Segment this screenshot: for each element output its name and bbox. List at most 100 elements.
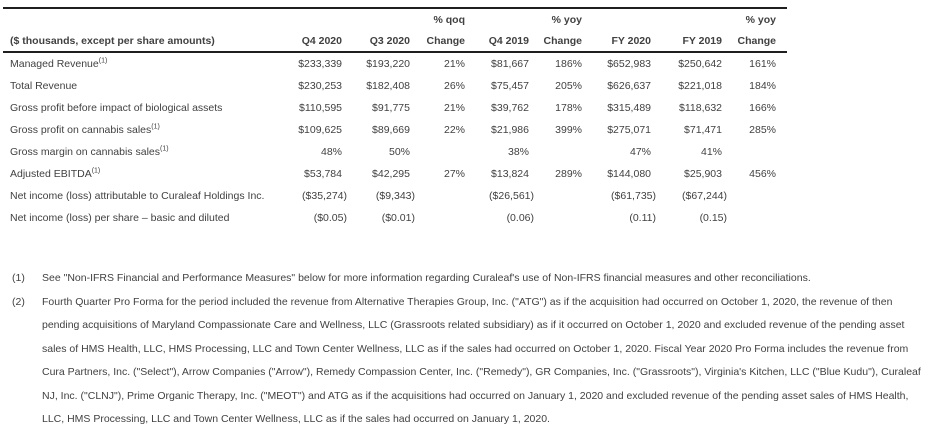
cell-value: $71,471 <box>684 124 722 136</box>
row-label-text: Total Revenue <box>10 80 78 92</box>
cell-value: ($0.05) <box>313 212 347 224</box>
footnote-text-line: See "Non-IFRS Financial and Performance … <box>42 272 811 284</box>
cell-value: 21% <box>443 58 465 70</box>
cell-value: $39,762 <box>491 102 529 114</box>
footnote-1: (1) See "Non-IFRS Financial and Performa… <box>0 267 950 291</box>
cell-value: $89,669 <box>372 124 410 136</box>
table-row-adjusted-ebitda: Adjusted EBITDA(1) $53,784 $42,295 27% $… <box>3 163 787 185</box>
header-q3-2020: Q3 2020 <box>347 30 415 53</box>
footnote-ref: (1) <box>160 145 169 153</box>
row-label: Gross profit on cannabis sales(1) <box>3 119 275 141</box>
cell-value: $53,784 <box>304 168 342 180</box>
footnote-text-line: Cura Partners, Inc. ("Select"), Arrow Co… <box>42 366 921 378</box>
cell-value: 22% <box>443 124 465 136</box>
header-spacer <box>347 8 415 30</box>
table-row-managed-revenue: Managed Revenue(1) $233,339 $193,220 21%… <box>3 52 787 75</box>
header-fy-2020: FY 2020 <box>587 30 656 53</box>
row-label: Managed Revenue(1) <box>3 52 275 75</box>
row-label-text: Net income (loss) per share – basic and … <box>10 212 230 224</box>
cell-value: 21% <box>443 102 465 114</box>
header-spacer <box>3 8 275 30</box>
header-spacer <box>470 8 534 30</box>
cell-value: $315,489 <box>607 102 651 114</box>
cell-value: $110,595 <box>298 102 342 114</box>
row-label-text: Gross profit before impact of biological… <box>10 102 223 114</box>
cell-value: ($61,735) <box>611 190 656 202</box>
footnote-1-marker: (1) <box>12 272 25 284</box>
cell-value: 456% <box>749 168 776 180</box>
cell-value: ($67,244) <box>682 190 727 202</box>
cell-value: ($35,274) <box>302 190 347 202</box>
cell-value: 26% <box>443 80 465 92</box>
header-yoy-change: Change <box>534 30 587 53</box>
cell-value <box>415 141 470 163</box>
table-row-gross-profit-cannabis: Gross profit on cannabis sales(1) $109,6… <box>3 119 787 141</box>
cell-value: ($9,343) <box>375 190 415 202</box>
table-header-bottom-row: ($ thousands, except per share amounts) … <box>3 30 787 53</box>
cell-value: 48% <box>320 146 342 158</box>
header-fy-2019: FY 2019 <box>656 30 727 53</box>
footnote-ref: (1) <box>98 57 108 65</box>
header-spacer <box>656 8 727 30</box>
cell-value: 399% <box>555 124 582 136</box>
cell-value: $21,986 <box>491 124 529 136</box>
cell-value: (0.11) <box>629 212 656 224</box>
cell-value: 50% <box>388 146 410 158</box>
cell-value: 289% <box>555 168 582 180</box>
row-label: Adjusted EBITDA(1) <box>3 163 275 185</box>
cell-value: $250,642 <box>678 58 722 70</box>
footnote-text-line: sales of HMS Health, LLC, HMS Processing… <box>42 342 909 355</box>
cell-value: $109,625 <box>298 124 342 136</box>
cell-value: 38% <box>507 146 529 158</box>
row-label: Total Revenue <box>3 75 275 97</box>
row-label: Gross profit before impact of biological… <box>3 97 275 119</box>
table-row-net-income-per-share: Net income (loss) per share – basic and … <box>3 207 787 229</box>
financial-highlights-table: % qoq % yoy % yoy ($ thousands, except p… <box>3 7 787 229</box>
row-label-text: Gross margin on cannabis sales <box>10 146 160 158</box>
cell-value: (0.15) <box>699 212 727 224</box>
cell-value <box>727 141 787 163</box>
row-label: Gross margin on cannabis sales(1) <box>3 141 275 163</box>
cell-value: 166% <box>749 102 776 114</box>
cell-value: $193,220 <box>366 58 410 70</box>
row-label: Net income (loss) per share – basic and … <box>3 207 275 229</box>
row-label: Net income (loss) attributable to Curale… <box>3 185 275 207</box>
cell-value <box>415 207 470 229</box>
header-spacer <box>587 8 656 30</box>
table-body: Managed Revenue(1) $233,339 $193,220 21%… <box>3 52 787 229</box>
header-yoy-fy-label: % yoy <box>745 13 776 26</box>
header-unit-label: ($ thousands, except per share amounts) <box>3 30 275 53</box>
footnote-text-line: LLC, HMS Processing, LLC and Town Center… <box>42 413 550 425</box>
cell-value: $13,824 <box>491 168 529 180</box>
cell-value: 161% <box>749 58 776 70</box>
cell-value <box>534 207 587 229</box>
cell-value <box>534 141 587 163</box>
cell-value: $626,637 <box>607 80 651 92</box>
header-q4-2019: Q4 2019 <box>470 30 534 53</box>
row-label-text: Gross profit on cannabis sales <box>10 124 152 136</box>
header-spacer <box>275 8 347 30</box>
cell-value: $652,983 <box>607 58 651 70</box>
cell-value: $25,903 <box>684 168 722 180</box>
cell-value: 205% <box>555 80 582 92</box>
cell-value: $42,295 <box>372 168 410 180</box>
footnote-text-line: NJ, Inc. ("CLNJ"), Prime Organic Therapy… <box>42 389 909 402</box>
footnote-1-body: See "Non-IFRS Financial and Performance … <box>42 267 950 291</box>
footnote-2-marker: (2) <box>12 295 25 308</box>
row-label-text: Managed Revenue <box>10 58 99 70</box>
header-yoy-fy-change: Change <box>727 30 787 53</box>
cell-value: ($26,561) <box>489 190 534 202</box>
cell-value: $81,667 <box>491 58 529 70</box>
cell-value: $144,080 <box>607 168 651 180</box>
cell-value: $221,018 <box>678 80 722 92</box>
cell-value: $118,632 <box>678 102 722 114</box>
footnote-2: (2) Fourth Quarter Pro Forma for the per… <box>0 291 950 432</box>
table-header-top-row: % qoq % yoy % yoy <box>3 8 787 30</box>
footnote-2-body: Fourth Quarter Pro Forma for the period … <box>42 291 950 432</box>
cell-value <box>727 207 787 229</box>
cell-value: 41% <box>700 146 722 158</box>
cell-value: 186% <box>555 58 582 70</box>
cell-value <box>415 185 470 207</box>
cell-value <box>534 185 587 207</box>
table-row-total-revenue: Total Revenue $230,253 $182,408 26% $75,… <box>3 75 787 97</box>
